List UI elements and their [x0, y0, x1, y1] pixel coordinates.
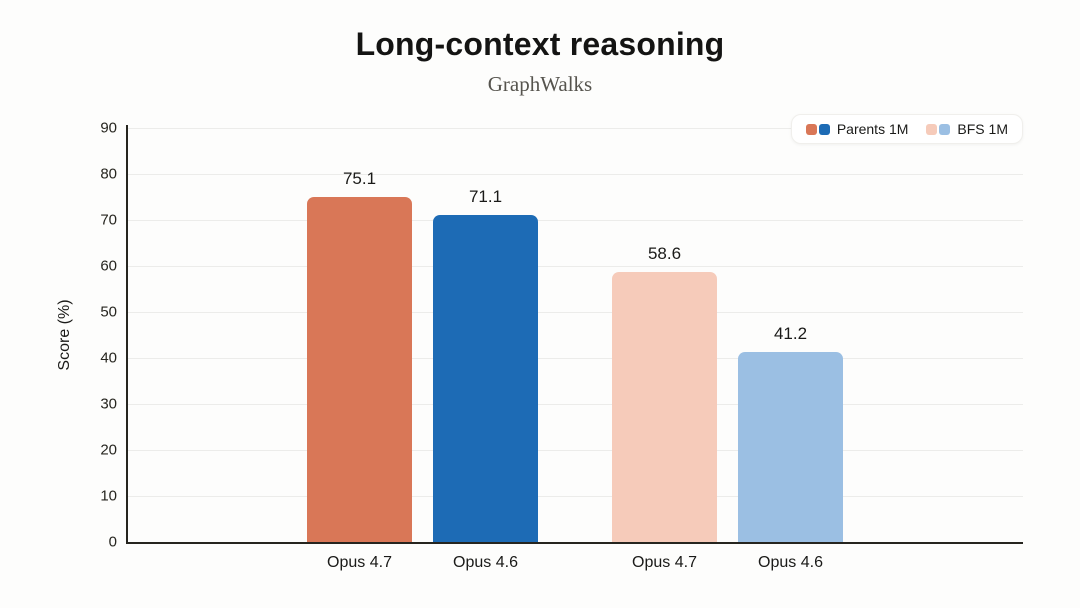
legend: Parents 1M BFS 1M [790, 114, 1023, 144]
gridline [127, 266, 1023, 267]
bar-value-label: 75.1 [342, 168, 377, 188]
y-tick-label: 70 [100, 211, 117, 229]
y-tick-label: 90 [100, 119, 117, 137]
bar-value-label: 41.2 [773, 324, 808, 344]
legend-swatches [926, 123, 951, 135]
gridline [127, 358, 1023, 359]
bar-value-label: 71.1 [468, 186, 503, 206]
x-tick-label: Opus 4.7 [327, 554, 392, 571]
legend-swatch-icon [939, 123, 951, 135]
legend-entry-label: BFS 1M [957, 121, 1008, 137]
y-tick-label: 80 [100, 165, 117, 183]
y-tick-label: 0 [108, 533, 117, 551]
gridline [127, 450, 1023, 451]
y-tick-label: 40 [100, 349, 117, 367]
legend-swatch-icon [926, 123, 938, 135]
bar-value-label: 58.6 [647, 244, 682, 264]
gridline [127, 220, 1023, 221]
y-tick-label: 60 [100, 257, 117, 275]
y-tick-label: 30 [100, 395, 117, 413]
x-tick-label: Opus 4.7 [632, 554, 697, 571]
chart-subtitle: GraphWalks [487, 72, 593, 96]
gridline [127, 312, 1023, 313]
x-tick-label: Opus 4.6 [758, 554, 823, 571]
legend-swatch-icon [805, 123, 817, 135]
bar [612, 272, 717, 542]
x-tick-label: Opus 4.6 [453, 554, 518, 571]
legend-entry: BFS 1M [926, 121, 1008, 137]
chart-title: Long-context reasoning [355, 26, 725, 62]
bar [307, 196, 412, 542]
gridline [127, 404, 1023, 405]
gridline [127, 496, 1023, 497]
y-tick-label: 10 [100, 487, 117, 505]
y-axis-line [126, 125, 128, 542]
gridline [127, 174, 1023, 175]
bar [738, 352, 843, 542]
y-tick-label: 50 [100, 303, 117, 321]
bar [433, 214, 538, 542]
y-tick-label: 20 [100, 441, 117, 459]
legend-swatch-icon [818, 123, 830, 135]
legend-entry-label: Parents 1M [836, 121, 909, 137]
legend-swatches [805, 123, 830, 135]
y-axis-label: Score (%) [56, 299, 73, 371]
gridline [127, 128, 1023, 129]
legend-entry: Parents 1M [805, 121, 909, 137]
x-axis-line [126, 542, 1023, 544]
